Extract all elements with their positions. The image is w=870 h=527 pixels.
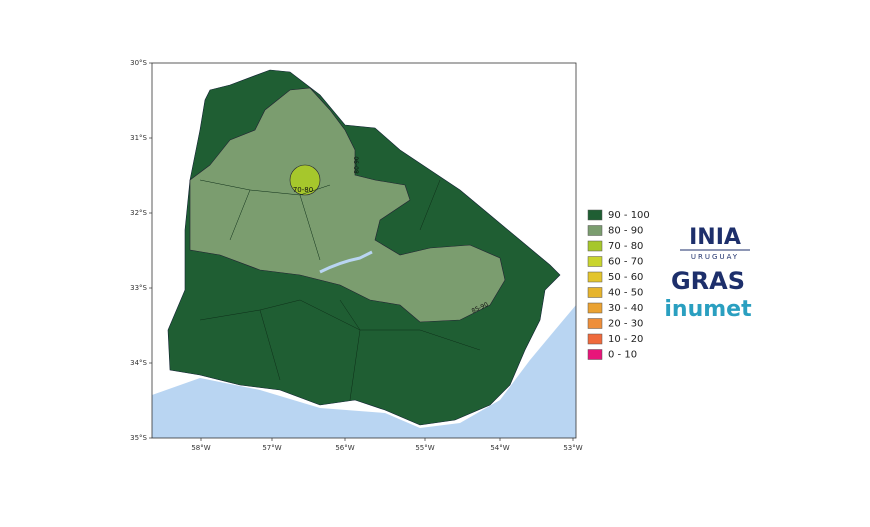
inia-logo: INIA [689,225,741,250]
lon-label: 54°W [490,444,509,452]
river [319,250,373,274]
lon-label: 57°W [262,444,281,452]
logos: INIA URUGUAY GRAS inumet [664,225,752,322]
inia-sub: URUGUAY [691,253,739,261]
ocean [152,305,576,438]
borders [199,179,481,401]
lon-label: 56°W [335,444,354,452]
lat-label: 34°S [130,359,147,367]
legend-swatch [587,349,603,360]
legend-label: 0 - 10 [608,350,637,361]
lat-label: 31°S [130,134,147,142]
legend-label: 30 - 40 [608,303,643,314]
region-70-80 [289,164,321,196]
legend-swatch [587,318,603,329]
gras-logo: GRAS [671,267,745,295]
legend-label: 10 - 20 [608,334,643,345]
legend-label: 20 - 30 [608,319,643,330]
legend-label: 80 - 90 [608,226,643,237]
lat-label: 35°S [130,434,147,442]
legend-swatch [587,287,603,298]
legend-swatch [587,271,603,283]
lon-label: 55°W [415,444,434,452]
lon-label: 58°W [191,444,210,452]
lat-label: 30°S [130,59,147,67]
legend-label: 70 - 80 [608,241,643,252]
map-frame [151,62,577,439]
legend-swatch [587,333,603,345]
region-80-90 [189,87,506,323]
lon-label: 53°W [563,444,582,452]
contour-label: 70-80 [293,186,313,194]
inumet-logo: inumet [664,297,752,322]
legend-label: 50 - 60 [608,272,643,283]
legend-label: 40 - 50 [608,288,643,299]
legend-label: 90 - 100 [608,210,650,221]
legend: 90 - 100 80 - 90 70 - 80 60 - 70 50 - 60 40 -… [587,209,650,361]
legend-swatch [587,209,603,221]
map: 70-80 80-90 85-90 [151,62,577,439]
contour-label: 80-90 [354,156,361,174]
legend-swatch [587,256,603,267]
legend-swatch [587,240,603,252]
legend-label: 60 - 70 [608,257,643,268]
lat-label: 33°S [130,284,147,292]
legend-swatch [587,302,603,314]
lat-label: 32°S [130,209,147,217]
axes: 30°S 31°S 32°S 33°S 34°S 35°S 58°W 57°W 56°W 55°W… [130,59,583,452]
legend-swatch [587,225,603,236]
